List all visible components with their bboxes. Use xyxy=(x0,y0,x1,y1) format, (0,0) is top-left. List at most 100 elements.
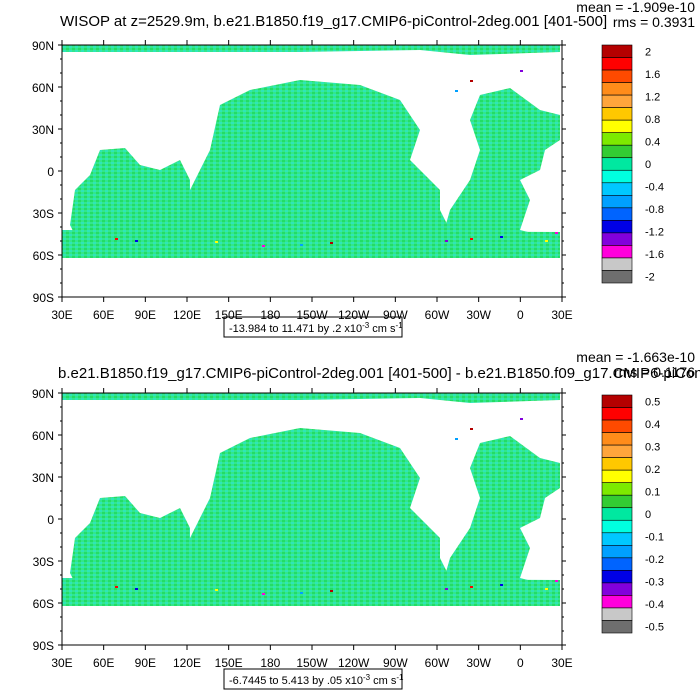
y-tick-label: 90S xyxy=(33,639,54,653)
colorbar-swatch xyxy=(601,419,633,433)
ocean-field xyxy=(62,45,560,258)
extreme-value-cell xyxy=(455,438,458,440)
colorbar-label: 0.4 xyxy=(645,419,660,431)
colorbar-label: 0.2 xyxy=(645,464,660,476)
colorbar-swatch xyxy=(601,494,633,509)
x-tick-label: 30E xyxy=(551,308,572,322)
colorbar: 2 1.6 1.2 0.8 0.4 0 -0.4 -0.8 -1.2 -1.6 -2 xyxy=(601,44,664,284)
colorbar-label: -0.4 xyxy=(645,599,664,611)
extreme-value-cell xyxy=(445,240,448,242)
extreme-value-cell xyxy=(115,586,118,588)
colorbar-swatch xyxy=(601,207,633,221)
extreme-value-cell xyxy=(545,240,548,242)
colorbar-swatch xyxy=(601,107,633,121)
x-tick-label: 90E xyxy=(135,308,156,322)
x-tick-label: 60W xyxy=(425,656,450,670)
colorbar-swatch xyxy=(601,457,633,471)
extreme-value-cell xyxy=(470,586,473,588)
colorbar-swatch xyxy=(601,570,633,584)
extreme-value-cell xyxy=(262,593,265,595)
extreme-value-cell xyxy=(455,90,458,92)
x-tick-label: 120W xyxy=(338,308,370,322)
colorbar-swatch xyxy=(601,257,633,271)
y-tick-label: 90N xyxy=(32,39,54,53)
x-tick-label: 30E xyxy=(51,308,72,322)
x-tick-label: 150W xyxy=(296,308,328,322)
colorbar-label: 0 xyxy=(645,509,651,521)
colorbar-swatch xyxy=(601,519,633,534)
chart-title: WISOP at z=2529.9m, b.e21.B1850.f19_g17.… xyxy=(60,13,607,30)
extreme-value-cell xyxy=(115,238,118,240)
y-tick-label: 90S xyxy=(33,291,54,305)
range-box-border xyxy=(223,316,403,338)
extreme-value-cell xyxy=(215,241,218,243)
x-tick-label: 60E xyxy=(93,308,114,322)
y-tick-label: 30S xyxy=(33,555,54,569)
colorbar-label: -0.3 xyxy=(645,577,664,589)
colorbar-label: 1.2 xyxy=(645,91,660,103)
extreme-value-cell xyxy=(470,428,473,430)
y-tick-label: 60N xyxy=(32,81,54,95)
mean-stat: mean = -1.909e-10 xyxy=(576,0,695,15)
colorbar-swatch xyxy=(601,119,633,133)
x-tick-label: 0 xyxy=(517,656,524,670)
colorbar-swatch xyxy=(601,607,633,621)
colorbar: 0.5 0.4 0.3 0.2 0.1 0 -0.1 -0.2 -0.3 -0.4 -0.5 xyxy=(601,394,664,634)
colorbar-swatch xyxy=(601,232,633,246)
colorbar-label: -0.1 xyxy=(645,532,664,544)
colorbar-label: -1.2 xyxy=(645,227,664,239)
y-tick-label: 60S xyxy=(33,597,54,611)
x-tick-label: 180 xyxy=(260,308,280,322)
colorbar-label: 1.6 xyxy=(645,69,660,81)
extreme-value-cell xyxy=(330,242,333,244)
y-tick-label: 60N xyxy=(32,429,54,443)
y-tick-label: 30S xyxy=(33,207,54,221)
colorbar-swatch xyxy=(601,44,633,58)
rms-stat: rms = 0.3931 xyxy=(613,14,695,30)
range-label-box: -6.7445 to 5.413 by .05 x10-3 cm s-1 xyxy=(223,668,404,690)
x-tick-label: 90W xyxy=(383,308,408,322)
chart-panel-1: WISOP at z=2529.9m, b.e21.B1850.f19_g17.… xyxy=(32,0,695,338)
colorbar-swatch xyxy=(601,557,633,571)
colorbar-label: 0.8 xyxy=(645,114,660,126)
x-tick-label: 90E xyxy=(135,656,156,670)
colorbar-label: 0.4 xyxy=(645,136,660,148)
y-tick-label: 90N xyxy=(32,387,54,401)
colorbar-swatch xyxy=(601,270,633,284)
colorbar-swatch xyxy=(601,482,633,496)
x-tick-label: 150E xyxy=(215,308,243,322)
range-box-border xyxy=(223,668,403,690)
colorbar-swatch xyxy=(601,94,633,108)
colorbar-label: 0.3 xyxy=(645,441,660,453)
colorbar-label: -0.8 xyxy=(645,204,664,216)
colorbar-label: -0.2 xyxy=(645,554,664,566)
colorbar-swatch xyxy=(601,220,633,234)
x-tick-label: 60E xyxy=(93,656,114,670)
x-tick-label: 30W xyxy=(466,308,491,322)
colorbar-swatch xyxy=(601,169,633,184)
extreme-value-cell xyxy=(215,589,218,591)
chart-panel-2: b.e21.B1850.f19_g17.CMIP6-piControl-2deg… xyxy=(32,349,700,690)
colorbar-swatch xyxy=(601,469,633,483)
extreme-value-cell xyxy=(330,590,333,592)
extreme-value-cell xyxy=(520,70,523,72)
y-tick-label: 60S xyxy=(33,249,54,263)
colorbar-swatch xyxy=(601,144,633,159)
colorbar-swatch xyxy=(601,620,633,634)
colorbar-label: 0.5 xyxy=(645,396,660,408)
extreme-value-cell xyxy=(445,588,448,590)
x-tick-label: 120E xyxy=(173,656,201,670)
extreme-value-cell xyxy=(520,418,523,420)
extreme-value-cell xyxy=(555,232,558,234)
colorbar-swatch xyxy=(601,532,633,546)
x-tick-label: 60W xyxy=(425,308,450,322)
y-tick-label: 30N xyxy=(32,471,54,485)
rms-stat: rms = 0.1176 xyxy=(614,364,695,380)
extreme-value-cell xyxy=(470,238,473,240)
colorbar-swatch xyxy=(601,545,633,559)
extreme-value-cell xyxy=(555,580,558,582)
colorbar-label: 2 xyxy=(645,46,651,58)
colorbar-label: -0.4 xyxy=(645,182,664,194)
colorbar-swatch xyxy=(601,407,633,421)
